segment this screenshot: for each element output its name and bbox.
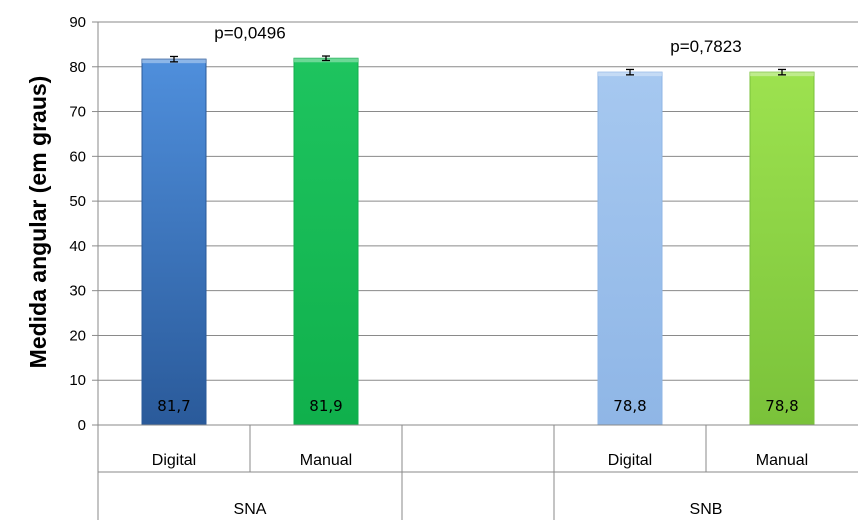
bar-snb-manual (749, 71, 815, 426)
x-group-label: SNB (690, 501, 723, 518)
labels: 0 10 20 30 40 50 60 70 80 90 81,7 Digital 81,9 Manual… (69, 14, 808, 518)
gridlines (98, 21, 858, 381)
y-tick-label: 70 (69, 104, 86, 121)
bar-sna-digital (141, 58, 207, 426)
y-tick-label: 20 (69, 327, 86, 344)
x-category-label: Digital (152, 452, 196, 469)
y-tick-label: 10 (69, 372, 86, 389)
y-tick-label: 40 (69, 238, 86, 255)
bar-snb-digital (597, 71, 663, 426)
p-value-annotation: p=0,0496 (214, 23, 285, 42)
y-tick-label: 50 (69, 193, 86, 210)
data-label: 78,8 (765, 397, 798, 415)
p-value-annotation: p=0,7823 (670, 37, 741, 56)
y-tick-label: 0 (78, 417, 86, 434)
bar-sna-manual (293, 57, 359, 426)
data-label: 81,7 (157, 397, 190, 415)
x-category-label: Manual (756, 452, 808, 469)
data-label: 81,9 (309, 397, 342, 415)
y-axis-label: Medida angular (em graus) (25, 76, 51, 369)
y-tick-label: 80 (69, 59, 86, 76)
x-category-label: Digital (608, 452, 652, 469)
x-category-label: Manual (300, 452, 352, 469)
y-tick-label: 60 (69, 148, 86, 165)
axes (92, 21, 858, 520)
y-tick-label: 90 (69, 14, 86, 31)
data-label: 78,8 (613, 397, 646, 415)
bars (141, 55, 815, 426)
y-tick-label: 30 (69, 283, 86, 300)
x-group-label: SNA (234, 501, 267, 518)
